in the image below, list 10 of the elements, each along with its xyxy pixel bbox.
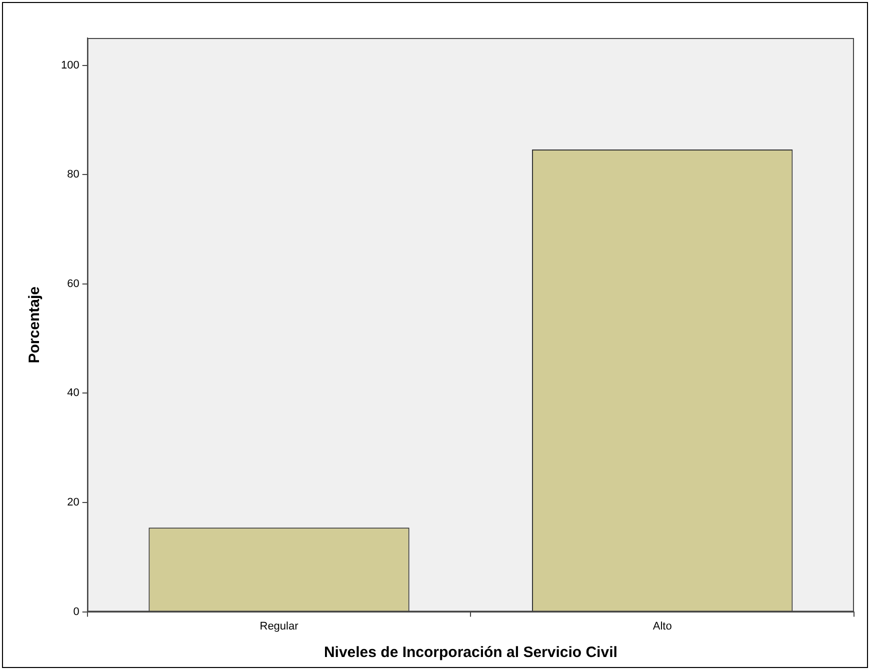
x-axis-title: Niveles de Incorporación al Servicio Civil (324, 644, 618, 662)
y-tick-label: 20 (67, 496, 80, 509)
y-axis-title: Porcentaje (26, 286, 44, 364)
y-tick-label: 0 (73, 606, 80, 618)
x-tick-label: Regular (260, 620, 299, 632)
y-tick-label: 100 (60, 59, 80, 72)
y-tick-label: 60 (67, 278, 80, 290)
y-tick-label: 80 (67, 168, 80, 181)
x-tick-label: Alto (652, 620, 672, 632)
y-tick-label: 40 (67, 387, 80, 400)
